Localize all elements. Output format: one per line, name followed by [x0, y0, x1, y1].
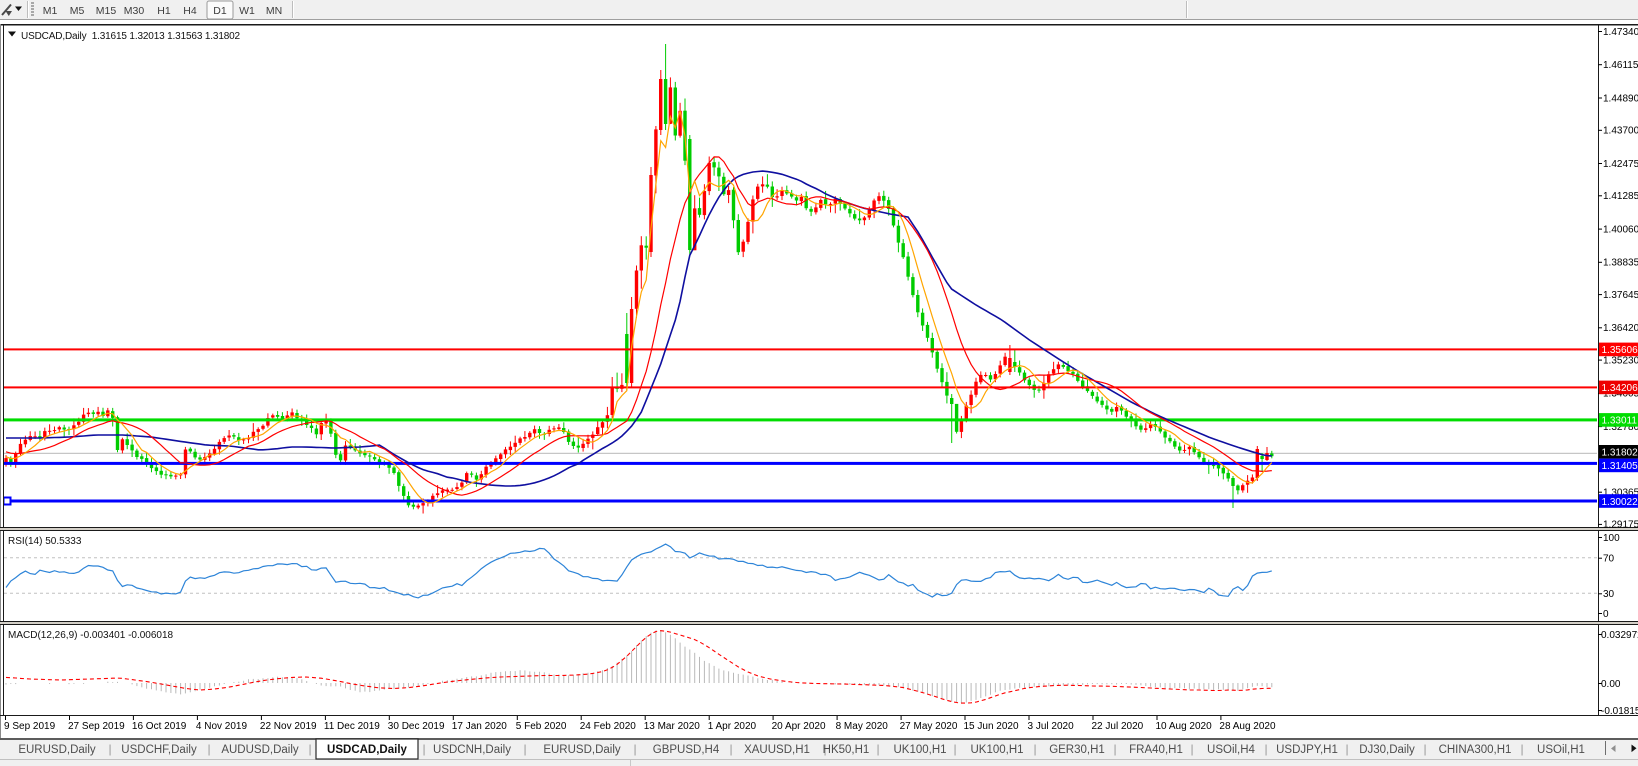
svg-text:|: | [207, 742, 210, 756]
svg-text:|: | [1190, 742, 1193, 756]
svg-text:0.032972: 0.032972 [1601, 630, 1638, 641]
svg-text:UK100,H1: UK100,H1 [893, 744, 946, 756]
svg-text:HK50,H1: HK50,H1 [823, 744, 870, 756]
svg-text:1.35230: 1.35230 [1603, 355, 1638, 366]
svg-text:28 Aug 2020: 28 Aug 2020 [1219, 721, 1276, 732]
svg-text:-0.018154: -0.018154 [1601, 706, 1638, 717]
svg-text:0.00: 0.00 [1601, 679, 1621, 690]
svg-text:H4: H4 [183, 5, 197, 17]
svg-text:13 Mar 2020: 13 Mar 2020 [644, 721, 701, 732]
svg-text:10 Aug 2020: 10 Aug 2020 [1156, 721, 1213, 732]
svg-text:1.36420: 1.36420 [1603, 323, 1638, 334]
svg-text:4 Nov 2019: 4 Nov 2019 [196, 721, 248, 732]
svg-text:70: 70 [1603, 554, 1615, 565]
svg-text:M1: M1 [43, 5, 58, 17]
svg-text:1.30365: 1.30365 [1603, 488, 1638, 499]
svg-text:27 Sep 2019: 27 Sep 2019 [68, 721, 125, 732]
svg-text:D1: D1 [213, 5, 227, 17]
svg-text:DJ30,Daily: DJ30,Daily [1359, 744, 1415, 756]
svg-text:|: | [1520, 742, 1523, 756]
svg-text:|: | [422, 742, 425, 756]
svg-text:9 Sep 2019: 9 Sep 2019 [4, 721, 56, 732]
svg-text:|: | [633, 742, 636, 756]
svg-text:16 Oct 2019: 16 Oct 2019 [132, 721, 187, 732]
svg-text:|: | [729, 742, 732, 756]
svg-text:M5: M5 [70, 5, 85, 17]
svg-text:|: | [308, 742, 311, 756]
svg-text:AUDUSD,Daily: AUDUSD,Daily [221, 744, 299, 756]
svg-text:1.40060: 1.40060 [1603, 224, 1638, 235]
svg-text:USDCHF,Daily: USDCHF,Daily [121, 744, 197, 756]
svg-text:MACD(12,26,9) -0.003401 -0.006: MACD(12,26,9) -0.003401 -0.006018 [8, 630, 174, 641]
svg-text:|: | [1113, 742, 1116, 756]
svg-text:24 Feb 2020: 24 Feb 2020 [580, 721, 637, 732]
svg-text:|: | [823, 742, 826, 756]
svg-text:USDCAD,Daily 1.31615 1.32013: USDCAD,Daily 1.31615 1.32013 1.31563 1.3… [21, 31, 241, 42]
svg-text:H1: H1 [157, 5, 171, 17]
svg-text:30: 30 [1603, 589, 1615, 600]
svg-text:|: | [523, 742, 526, 756]
svg-text:|: | [876, 742, 879, 756]
svg-text:1.35606: 1.35606 [1602, 345, 1638, 356]
svg-text:EURUSD,Daily: EURUSD,Daily [18, 744, 96, 756]
svg-text:USDJPY,H1: USDJPY,H1 [1276, 744, 1338, 756]
svg-text:1.31802: 1.31802 [1602, 448, 1638, 459]
svg-text:1.44890: 1.44890 [1603, 93, 1638, 104]
svg-text:22 Nov 2019: 22 Nov 2019 [260, 721, 317, 732]
svg-text:1.37645: 1.37645 [1603, 290, 1638, 301]
svg-text:8 May 2020: 8 May 2020 [836, 721, 889, 732]
svg-text:USOil,H4: USOil,H4 [1207, 744, 1256, 756]
svg-text:CHINA300,H1: CHINA300,H1 [1439, 744, 1512, 756]
svg-text:EURUSD,Daily: EURUSD,Daily [543, 744, 621, 756]
svg-text:1.29175: 1.29175 [1603, 520, 1638, 531]
svg-text:27 May 2020: 27 May 2020 [900, 721, 958, 732]
svg-text:GER30,H1: GER30,H1 [1049, 744, 1105, 756]
svg-text:15 Jun 2020: 15 Jun 2020 [964, 721, 1019, 732]
svg-text:100: 100 [1603, 533, 1620, 544]
svg-text:1.46115: 1.46115 [1603, 60, 1638, 71]
svg-text:1 Apr 2020: 1 Apr 2020 [708, 721, 757, 732]
svg-text:UK100,H1: UK100,H1 [970, 744, 1023, 756]
svg-text:M15: M15 [96, 5, 117, 17]
svg-text:USDCNH,Daily: USDCNH,Daily [433, 744, 511, 756]
svg-text:FRA40,H1: FRA40,H1 [1129, 744, 1183, 756]
svg-text:5 Feb 2020: 5 Feb 2020 [516, 721, 567, 732]
svg-text:MN: MN [266, 5, 282, 17]
svg-text:GBPUSD,H4: GBPUSD,H4 [653, 744, 720, 756]
svg-text:1.33011: 1.33011 [1602, 416, 1638, 427]
svg-text:|: | [1264, 742, 1267, 756]
svg-text:1.34206: 1.34206 [1602, 383, 1638, 394]
svg-text:30 Dec 2019: 30 Dec 2019 [388, 721, 445, 732]
svg-text:|: | [1033, 742, 1036, 756]
svg-text:W1: W1 [239, 5, 255, 17]
svg-text:17 Jan 2020: 17 Jan 2020 [452, 721, 507, 732]
svg-text:1.31405: 1.31405 [1602, 461, 1638, 472]
svg-text:XAUUSD,H1: XAUUSD,H1 [744, 744, 810, 756]
svg-text:USDCAD,Daily: USDCAD,Daily [327, 744, 407, 756]
svg-text:|: | [1345, 742, 1348, 756]
svg-text:|: | [953, 742, 956, 756]
svg-text:20 Apr 2020: 20 Apr 2020 [772, 721, 826, 732]
svg-text:22 Jul 2020: 22 Jul 2020 [1092, 721, 1144, 732]
svg-text:USOil,H1: USOil,H1 [1537, 744, 1585, 756]
svg-text:11 Dec 2019: 11 Dec 2019 [324, 721, 380, 732]
svg-text:1.41285: 1.41285 [1603, 191, 1638, 202]
svg-text:M30: M30 [124, 5, 145, 17]
svg-text:1.42475: 1.42475 [1603, 159, 1638, 170]
svg-text:1.38835: 1.38835 [1603, 258, 1638, 269]
svg-text:3 Jul 2020: 3 Jul 2020 [1028, 721, 1075, 732]
svg-text:1.32780: 1.32780 [1603, 422, 1638, 433]
svg-text:0: 0 [1603, 609, 1609, 620]
svg-text:1.43700: 1.43700 [1603, 126, 1638, 137]
svg-text:|: | [1423, 742, 1426, 756]
svg-text:1.30022: 1.30022 [1602, 497, 1638, 508]
svg-text:|: | [108, 742, 111, 756]
svg-text:RSI(14) 50.5333: RSI(14) 50.5333 [8, 536, 82, 547]
svg-text:1.47340: 1.47340 [1603, 27, 1638, 38]
